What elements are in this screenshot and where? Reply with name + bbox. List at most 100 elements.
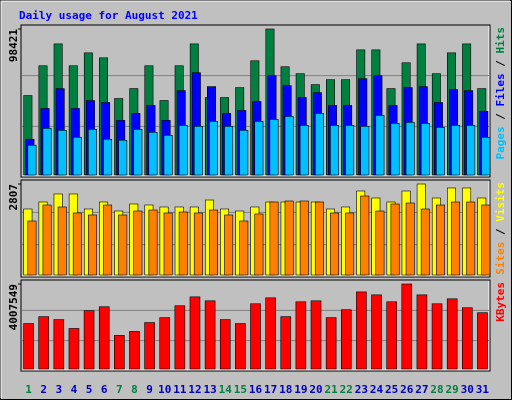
- legend-separator: /: [494, 54, 507, 74]
- bar: [451, 201, 461, 276]
- legend: Sites / Visits: [494, 182, 507, 275]
- bar: [356, 291, 367, 370]
- bar: [371, 294, 382, 370]
- bar: [431, 303, 443, 370]
- bar: [204, 300, 216, 370]
- legend-entry: Visits: [494, 182, 507, 222]
- x-tick-label: 9: [146, 383, 153, 396]
- x-tick-label: 28: [430, 383, 443, 396]
- x-tick-label: 4: [71, 383, 78, 396]
- bar: [239, 130, 249, 176]
- bar: [163, 134, 173, 176]
- bar: [72, 212, 82, 276]
- bar: [178, 211, 188, 276]
- bar: [219, 319, 231, 370]
- bar: [420, 123, 430, 176]
- legend-entry: Sites: [494, 242, 507, 275]
- bar: [235, 323, 246, 370]
- x-tick-label: 19: [294, 383, 307, 396]
- x-tick-label: 12: [188, 383, 201, 396]
- bar: [446, 298, 458, 370]
- x-tick-label: 7: [116, 383, 123, 396]
- y-tick-label: 4007549: [7, 284, 20, 330]
- legend: KBytes: [494, 282, 507, 322]
- bar: [481, 136, 491, 176]
- bar: [209, 209, 218, 276]
- x-tick-label: 22: [340, 383, 353, 396]
- x-tick-label: 27: [415, 383, 428, 396]
- bar: [144, 322, 155, 370]
- bar: [250, 303, 261, 370]
- bar: [340, 309, 352, 370]
- bar: [345, 125, 355, 176]
- bar: [42, 204, 52, 276]
- bar: [330, 125, 340, 176]
- bar: [88, 129, 97, 176]
- bar: [451, 125, 461, 176]
- x-tick-label: 29: [446, 383, 459, 396]
- legend-entry: Files: [494, 73, 507, 106]
- bar: [299, 200, 309, 276]
- bar: [435, 127, 445, 176]
- bar: [83, 310, 95, 370]
- bar: [133, 210, 143, 276]
- bar: [390, 123, 400, 176]
- bar: [466, 125, 476, 176]
- legend-separator: /: [494, 107, 507, 127]
- bar: [314, 201, 324, 276]
- legend-entry: KBytes: [494, 282, 507, 322]
- bar: [114, 335, 125, 370]
- legend-separator: /: [494, 222, 507, 242]
- bar: [405, 122, 415, 176]
- bar: [163, 212, 173, 276]
- bar: [148, 131, 158, 176]
- legend-entry: Hits: [494, 27, 507, 54]
- bar: [72, 136, 82, 176]
- x-tick-label: 17: [264, 383, 277, 396]
- bar: [133, 129, 143, 176]
- x-tick-label: 25: [385, 383, 398, 396]
- x-tick-label: 5: [86, 383, 93, 396]
- bar: [27, 220, 37, 276]
- legend: Pages / Files / Hits: [494, 27, 507, 160]
- bar: [477, 312, 488, 370]
- bar: [435, 204, 445, 276]
- x-tick-label: 14: [219, 383, 233, 396]
- x-tick-label: 23: [355, 383, 368, 396]
- bar: [209, 121, 218, 176]
- bar: [330, 212, 340, 276]
- bar: [386, 301, 397, 370]
- bar: [481, 204, 491, 276]
- bar: [239, 220, 249, 276]
- bar: [375, 115, 385, 176]
- bar: [310, 300, 322, 370]
- bar: [57, 130, 67, 176]
- bar: [299, 125, 309, 176]
- bar: [325, 317, 337, 370]
- x-tick-label: 6: [101, 383, 108, 396]
- bar: [224, 126, 234, 176]
- chart-title: Daily usage for August 2021: [19, 9, 198, 22]
- bar: [129, 331, 140, 370]
- bar: [27, 144, 37, 176]
- bar: [118, 214, 128, 276]
- bar: [416, 294, 428, 370]
- bar: [103, 138, 113, 176]
- bar: [42, 128, 52, 176]
- bar: [284, 116, 294, 176]
- bar: [148, 209, 158, 276]
- x-tick-label: 20: [309, 383, 322, 396]
- bar: [23, 323, 34, 370]
- bar: [254, 213, 264, 276]
- bar: [420, 208, 430, 276]
- x-tick-label: 24: [370, 383, 384, 396]
- bar: [466, 201, 476, 276]
- bar: [98, 306, 110, 370]
- bar: [269, 201, 279, 276]
- x-tick-label: 3: [56, 383, 63, 396]
- x-tick-label: 15: [234, 383, 247, 396]
- x-tick-label: 30: [461, 383, 474, 396]
- y-tick-label: 2807: [7, 184, 20, 211]
- legend-entry: Pages: [494, 126, 507, 159]
